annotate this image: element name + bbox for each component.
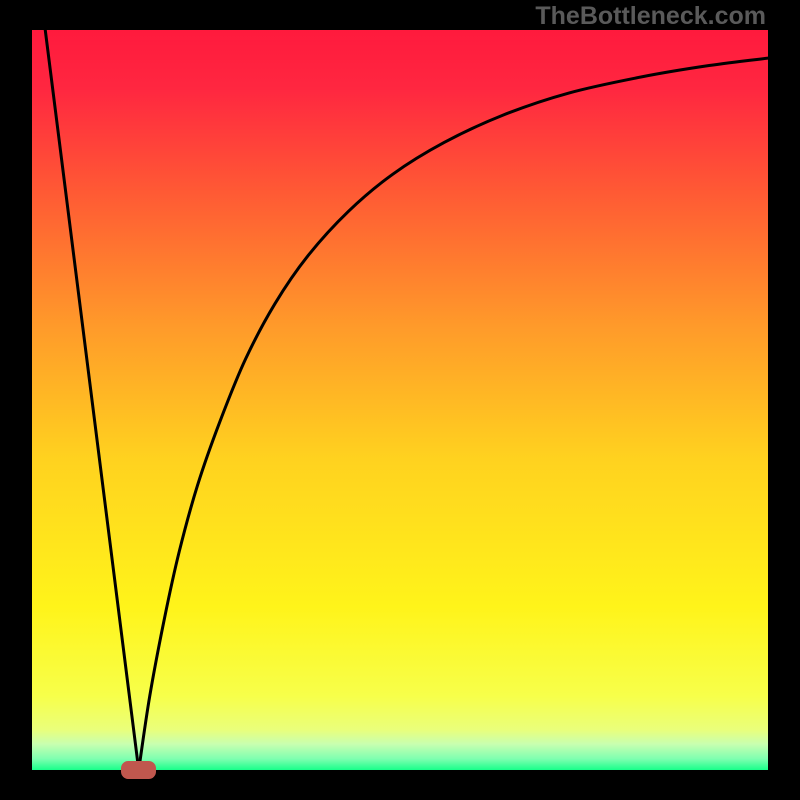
right-curve (139, 58, 768, 770)
left-curve (45, 30, 138, 770)
plot-area (32, 30, 768, 770)
optimum-marker (121, 761, 156, 779)
curve-layer (32, 30, 768, 770)
watermark-text: TheBottleneck.com (535, 2, 766, 31)
